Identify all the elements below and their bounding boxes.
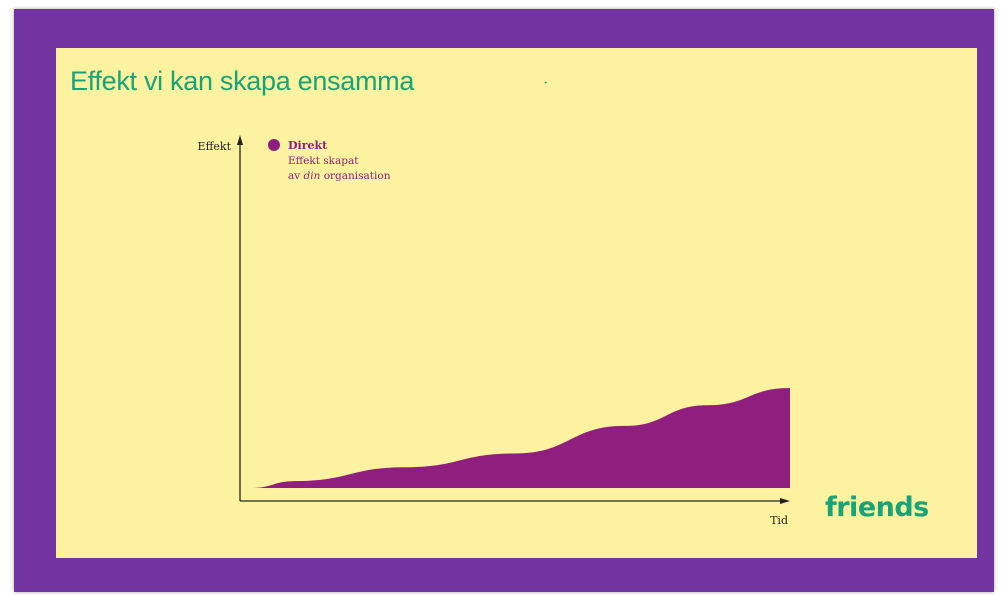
slide-frame: Effekt vi kan skapa ensamma Effekt Tid D… (14, 9, 994, 592)
y-axis-arrow (237, 135, 243, 145)
series-area-direkt (251, 387, 790, 488)
x-axis-label: Tid (770, 514, 788, 527)
friends-logo: friends (825, 492, 929, 523)
slide: Effekt vi kan skapa ensamma Effekt Tid D… (56, 48, 977, 558)
legend-title: Direkt (288, 139, 328, 152)
legend-line-2-italic: din (304, 170, 321, 182)
legend-marker (268, 139, 280, 151)
y-axis-label: Effekt (198, 140, 232, 153)
legend-line-2-suffix: organisation (320, 170, 390, 182)
area-chart: Effekt Tid Direkt Effekt skapat av din o… (198, 135, 790, 527)
x-axis-arrow (780, 498, 790, 504)
legend-line-1: Effekt skapat (288, 155, 359, 167)
legend-line-2-prefix: av (288, 170, 304, 182)
legend-line-2: av din organisation (288, 170, 391, 182)
slide-title: Effekt vi kan skapa ensamma (70, 66, 415, 96)
